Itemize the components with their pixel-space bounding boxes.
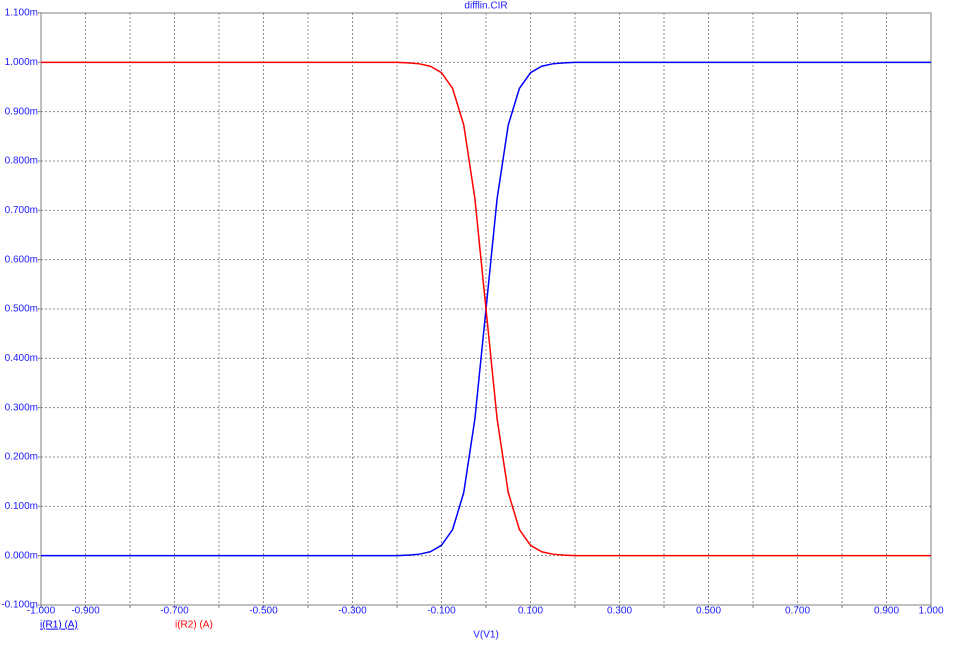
y-tick-label: 0.000m [5,550,38,561]
y-tick-label: 1.100m [5,8,38,19]
legend-entry: i(R2) (A) [175,620,213,631]
y-tick-label: -0.100m [1,600,38,611]
x-tick-label: 0.900 [874,606,899,617]
chart-title: difflin.CIR [464,1,507,12]
y-tick-label: 0.100m [5,501,38,512]
plot-frame [40,12,932,606]
y-tick-label: 0.600m [5,254,38,265]
x-tick-label: -0.100 [427,606,456,617]
legend-entry: i(R1) (A) [40,620,78,631]
y-tick-label: 0.800m [5,156,38,167]
x-tick-label: 0.500 [696,606,721,617]
y-tick-label: 0.700m [5,205,38,216]
x-tick-label: -0.700 [160,606,189,617]
x-tick-label: -0.900 [71,606,100,617]
y-tick-label: 1.000m [5,57,38,68]
x-tick-label: 0.300 [607,606,632,617]
x-tick-label: -0.500 [249,606,278,617]
x-axis-label: V(V1) [473,630,499,641]
y-tick-label: 0.200m [5,452,38,463]
data-line [41,61,931,557]
x-tick-label: 0.700 [785,606,810,617]
x-tick-label: 0.100 [518,606,543,617]
y-tick-label: 0.900m [5,106,38,117]
y-tick-label: 0.300m [5,402,38,413]
x-tick-label: 1.000 [918,606,943,617]
y-tick-label: 0.500m [5,304,38,315]
x-tick-label: -1.000 [27,606,56,617]
y-tick-label: 0.400m [5,353,38,364]
x-tick-label: -0.300 [338,606,367,617]
